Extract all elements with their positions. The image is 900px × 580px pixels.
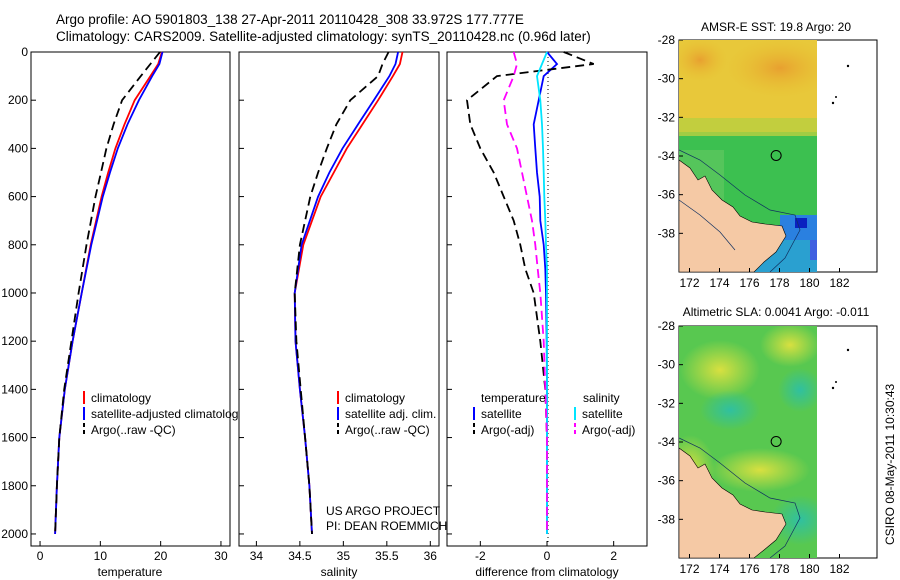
difference-legend-salinity-header: salinity (583, 391, 620, 405)
sst-lon-tick-label: 182 (829, 276, 849, 290)
sst-land (679, 149, 801, 272)
temperature-panel: 0 10 20 30 0 200 400 600 800 1000 1200 1400 1600 1800… (1, 45, 244, 579)
salinity-xtick-label: 34 (250, 549, 264, 563)
difference-panel: -2 0 2 difference from climatology tempera… (446, 51, 648, 579)
sst-lat-tick-label: -36 (658, 188, 676, 202)
salinity-xtick-label: 35.5 (375, 549, 399, 563)
difference-legend-temp-satellite: satellite (481, 407, 522, 421)
difference-legend: temperature salinity satellite Argo(-adj… (473, 391, 635, 437)
temperature-xlabel: temperature (98, 565, 163, 579)
depth-ytick-label: 400 (8, 141, 28, 155)
depth-ytick-label: 1800 (1, 479, 28, 493)
sst-argo-location-marker (770, 149, 782, 161)
sst-lon-tick-label: 174 (709, 276, 729, 290)
figure-title-line1: Argo profile: AO 5901803_138 27-Apr-2011… (56, 12, 524, 27)
sst-lon-tick-label: 176 (739, 276, 759, 290)
depth-ytick-label: 800 (8, 238, 28, 252)
difference-legend-temperature-header: temperature (481, 391, 546, 405)
depth-ytick-label: 1400 (1, 382, 28, 396)
sla-lon-tick-label: 174 (709, 562, 729, 576)
sst-map-panel: AMSR-E SST: 19.8 Argo: 20 172 (658, 20, 878, 290)
salinity-legend-climatology: climatology (345, 391, 405, 405)
difference-legend-salt-argo: Argo(-adj) (582, 423, 635, 437)
salinity-legend-argo: Argo(..raw -QC) (345, 423, 430, 437)
figure-title-line2: Climatology: CARS2009. Satellite-adjuste… (56, 29, 591, 44)
sst-lon-tick-label: 178 (769, 276, 789, 290)
sst-lat-tick-label: -34 (658, 149, 676, 163)
temperature-legend: climatology satellite-adjusted climatolo… (83, 391, 244, 437)
temperature-legend-climatology: climatology (91, 391, 151, 405)
sla-lat-tick-label: -30 (658, 358, 676, 372)
temperature-xtick-label: 0 (37, 549, 44, 563)
sla-lon-tick-label: 176 (739, 562, 759, 576)
sla-argo-location-marker (770, 435, 782, 447)
temperature-axes-frame (30, 51, 231, 547)
sla-islands (831, 348, 850, 390)
difference-legend-salt-satellite: satellite (582, 407, 623, 421)
sla-map-panel: Altimetric SLA: 0.0041 Argo: -0.011 172 1… (658, 305, 878, 576)
temperature-xtick-label: 10 (94, 549, 108, 563)
difference-xtick-label: -2 (475, 549, 486, 563)
salinity-legend-satellite: satellite adj. clim. (345, 407, 436, 421)
depth-ytick-label: 1200 (1, 334, 28, 348)
depth-ytick-label: 600 (8, 190, 28, 204)
salinity-series-argo-raw-qc (293, 51, 390, 535)
sla-field (679, 326, 817, 558)
salinity-panel: 34 34.5 35 35.5 36 salinity climatology sate… (238, 51, 447, 579)
sla-lat-tick-label: -34 (658, 435, 676, 449)
sla-lon-tick-label: 172 (679, 562, 699, 576)
sst-islands (831, 64, 850, 105)
temperature-xtick-label: 20 (154, 549, 168, 563)
difference-xlabel: difference from climatology (475, 565, 618, 579)
difference-legend-temp-argo: Argo(-adj) (481, 423, 534, 437)
temperature-legend-satellite: satellite-adjusted climatology (91, 407, 244, 421)
sst-lat-tick-label: -32 (658, 110, 676, 124)
sla-lat-tick-label: -28 (658, 319, 676, 333)
project-credit: US ARGO PROJECT (326, 504, 441, 518)
temperature-xtick-label: 30 (214, 549, 228, 563)
sla-lat-tick-label: -38 (658, 512, 676, 526)
depth-ytick-label: 200 (8, 93, 28, 107)
sla-lon-tick-label: 182 (829, 562, 849, 576)
sla-lat-tick-label: -32 (658, 396, 676, 410)
temperature-series-argo-raw-qc (54, 51, 161, 535)
difference-series-salinity-argo-adj (502, 51, 548, 534)
sla-lat-tick-label: -36 (658, 474, 676, 488)
difference-xtick-label: 0 (544, 549, 551, 563)
depth-ytick-label: 1600 (1, 431, 28, 445)
salinity-axes-frame (238, 51, 440, 547)
sst-lon-tick-label: 180 (799, 276, 819, 290)
salinity-xlabel: salinity (321, 565, 358, 579)
sst-lon-tick-label: 172 (679, 276, 699, 290)
depth-ytick-label: 0 (21, 45, 28, 59)
salinity-xtick-label: 36 (424, 549, 438, 563)
sla-land (679, 437, 801, 558)
difference-series-salinity-satellite (536, 51, 548, 534)
pi-credit: PI: DEAN ROEMMICH (326, 519, 447, 533)
depth-ytick-label: 1000 (1, 286, 28, 300)
difference-xtick-label: 2 (610, 549, 617, 563)
sla-map-title: Altimetric SLA: 0.0041 Argo: -0.011 (683, 305, 870, 319)
sla-lon-tick-label: 178 (769, 562, 789, 576)
temperature-series-satellite-adjusted-climatology (54, 51, 164, 535)
csiro-timestamp: CSIRO 08-May-2011 10:30:43 (883, 383, 897, 545)
salinity-xtick-label: 34.5 (288, 549, 312, 563)
salinity-xtick-label: 35 (337, 549, 351, 563)
sla-lon-tick-label: 180 (799, 562, 819, 576)
sst-lat-tick-label: -30 (658, 72, 676, 86)
sst-map-title: AMSR-E SST: 19.8 Argo: 20 (701, 20, 851, 34)
sst-lat-tick-label: -38 (658, 226, 676, 240)
sst-lat-tick-label: -28 (658, 33, 676, 47)
depth-ytick-label: 2000 (1, 527, 28, 541)
temperature-legend-argo: Argo(..raw -QC) (91, 423, 176, 437)
salinity-legend: climatology satellite adj. clim. Argo(..… (337, 391, 436, 437)
difference-series-temperature-argo-adj (466, 51, 595, 534)
